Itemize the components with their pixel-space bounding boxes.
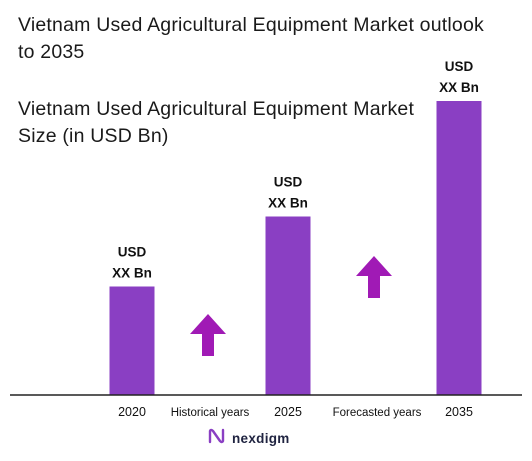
brand-footer: nexdigm [207,428,290,448]
data-label-2020-1: XX Bn [112,266,152,281]
nexdigm-logo-icon [207,427,227,450]
data-label-2035-0: USD [445,59,474,74]
data-label-2020-0: USD [118,245,147,260]
brand-name: nexdigm [232,430,290,446]
growth-arrow-forecast-icon [356,256,392,298]
bar-2025 [265,216,311,395]
x-tick-2035: 2035 [445,405,473,419]
bar-2035 [436,101,482,395]
x-tick-2025: 2025 [274,405,302,419]
x-tick-2020: 2020 [118,405,146,419]
chart-subtitle: Vietnam Used Agricultural Equipment Mark… [18,98,415,147]
period-label-1: Forecasted years [333,407,422,419]
data-label-2035-1: XX Bn [439,80,479,95]
chart-title: Vietnam Used Agricultural Equipment Mark… [18,14,484,63]
growth-arrow-historical-icon [190,314,226,356]
data-label-2025-1: XX Bn [268,196,308,211]
period-label-0: Historical years [171,407,250,419]
bar-2020 [109,286,155,395]
data-label-2025-0: USD [274,175,303,190]
